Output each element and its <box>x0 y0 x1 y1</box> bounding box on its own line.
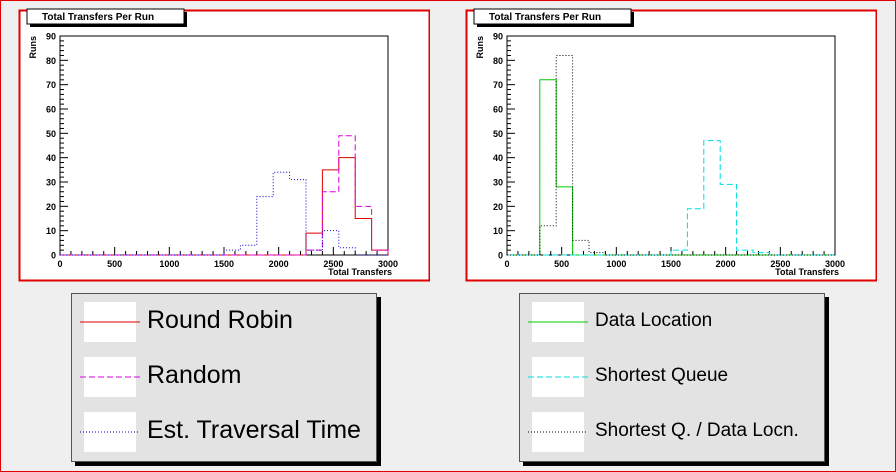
series-line <box>507 140 835 256</box>
y-tick-label: 30 <box>493 178 503 188</box>
legend-left: Round Robin Random Est. Traversal Time <box>71 293 377 462</box>
histogram-right-panel: Total Transfers Per Run 0 10 20 30 40 50 60 70 80… <box>465 8 877 282</box>
legend-entry: Shortest Q. / Data Locn. <box>520 412 824 454</box>
legend-swatch <box>528 302 588 342</box>
legend-entry: Random <box>72 357 376 399</box>
legend-swatch <box>80 302 140 342</box>
y-tick-label: 20 <box>46 202 56 212</box>
y-tick-label: 60 <box>46 105 56 115</box>
chart-title: Total Transfers Per Run <box>42 12 154 23</box>
y-tick-label: 10 <box>493 226 503 236</box>
y-tick-label: 60 <box>493 105 503 115</box>
x-tick-label: 1500 <box>214 259 234 269</box>
x-tick-label: 3000 <box>825 259 845 269</box>
legend-entry: Est. Traversal Time <box>72 412 376 454</box>
y-tick-label: 0 <box>51 251 56 261</box>
y-tick-label: 10 <box>46 226 56 236</box>
y-tick-label: 40 <box>493 153 503 163</box>
x-tick-label: 1500 <box>661 259 681 269</box>
x-tick-label: 0 <box>57 259 62 269</box>
plot-frame <box>506 35 836 256</box>
x-tick-label: 1000 <box>606 259 626 269</box>
x-tick-label: 2500 <box>323 259 343 269</box>
legend-swatch <box>80 412 140 452</box>
y-tick-label: 0 <box>498 251 503 261</box>
y-tick-label: 90 <box>46 32 56 42</box>
title-box <box>26 8 185 25</box>
x-tick-label: 1000 <box>159 259 179 269</box>
chart-title: Total Transfers Per Run <box>489 12 601 23</box>
y-tick-label: 70 <box>46 80 56 90</box>
legend-entry: Round Robin <box>72 302 376 344</box>
x-tick-label: 3000 <box>378 259 398 269</box>
legend-label: Shortest Queue <box>595 365 729 386</box>
y-tick-label: 50 <box>493 129 503 139</box>
x-axis-label: Total Transfers <box>775 267 839 277</box>
y-tick-label: 80 <box>46 56 56 66</box>
series-line <box>60 157 389 256</box>
y-tick-label: 40 <box>46 153 56 163</box>
legend-label: Random <box>147 361 242 389</box>
y-tick-label: 70 <box>493 80 503 90</box>
series-line <box>507 54 835 256</box>
x-tick-label: 500 <box>107 259 122 269</box>
y-tick-label: 50 <box>46 129 56 139</box>
y-axis-label: Runs <box>475 36 485 59</box>
legend-label: Data Location <box>595 310 713 331</box>
x-tick-label: 2000 <box>269 259 289 269</box>
y-tick-label: 20 <box>493 202 503 212</box>
legend-swatch <box>528 357 588 397</box>
y-tick-label: 30 <box>46 178 56 188</box>
y-axis-label: Runs <box>28 36 38 59</box>
x-tick-label: 2500 <box>770 259 790 269</box>
legend-entry: Shortest Queue <box>520 357 824 399</box>
x-tick-label: 0 <box>504 259 509 269</box>
legend-right: Data Location Shortest Queue Shortest Q.… <box>519 293 825 462</box>
series-line <box>60 135 389 256</box>
y-tick-label: 90 <box>493 32 503 42</box>
y-tick-label: 80 <box>493 56 503 66</box>
title-box <box>473 8 632 25</box>
x-tick-label: 2000 <box>716 259 736 269</box>
x-axis-label: Total Transfers <box>328 267 392 277</box>
plot-frame <box>59 35 389 256</box>
legend-label: Shortest Q. / Data Locn. <box>595 420 799 441</box>
legend-label: Est. Traversal Time <box>147 416 361 444</box>
histogram-left-panel: Total Transfers Per Run 0 10 20 30 40 50 60 70 80… <box>18 8 430 282</box>
legend-entry: Data Location <box>520 302 824 344</box>
legend-label: Round Robin <box>147 306 293 334</box>
legend-swatch <box>528 412 588 452</box>
x-tick-label: 500 <box>554 259 569 269</box>
legend-swatch <box>80 357 140 397</box>
